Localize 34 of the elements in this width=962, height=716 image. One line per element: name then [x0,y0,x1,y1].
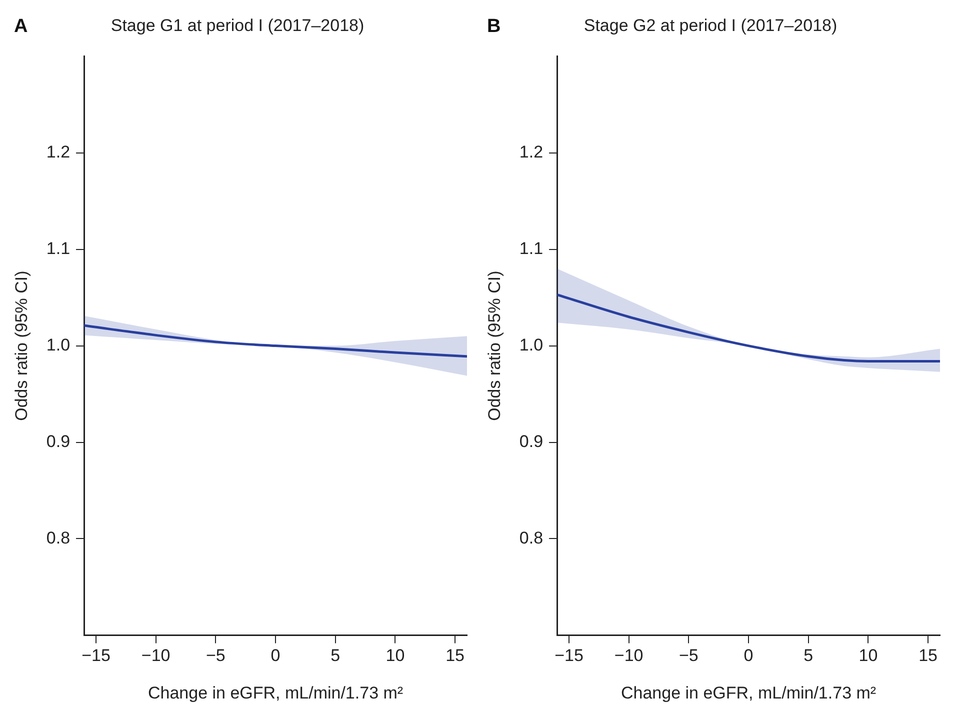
x-tick-label: 5 [330,646,340,666]
x-axis-title: Change in eGFR, mL/min/1.73 m² [620,683,876,702]
line-series [557,293,940,362]
y-tick-label: 0.8 [519,528,544,548]
x-tick-label: −15 [554,646,584,666]
x-tick-label: −15 [82,646,110,666]
y-tick-label: 1.2 [46,142,70,162]
x-tick-label: 15 [446,646,464,666]
y-tick-label: 0.8 [46,528,70,548]
chart-title: Stage G1 at period I (2017–2018) [110,16,364,35]
line-series [84,324,467,358]
text: B [487,16,501,38]
text: A [14,16,28,38]
y-tick-label: 0.9 [46,432,70,451]
x-tick-label: −10 [614,646,644,666]
y-axis-title: Odds ratio (95% CI) [12,270,31,421]
x-tick-label: 10 [386,646,405,666]
y-tick-label: 1.2 [519,142,544,162]
chart-title: Stage G2 at period I (2017–2018) [584,16,838,35]
y-tick-label: 1.0 [46,335,70,354]
y-tick-label: 1.1 [46,239,70,258]
x-tick-label: −10 [141,646,170,666]
y-tick-label: 1.1 [519,239,544,258]
x-tick-label: 15 [918,646,938,666]
y-tick-label: 0.9 [519,432,544,451]
y-axis-title: Odds ratio (95% CI) [484,270,504,421]
y-tick-label: 1.0 [519,335,544,354]
x-tick-label: 0 [744,646,754,666]
x-axis-title: Change in eGFR, mL/min/1.73 m² [148,683,404,702]
x-tick-label: 5 [804,646,814,666]
x-tick-label: −5 [206,646,226,666]
x-tick-label: 10 [858,646,878,666]
x-tick-label: −5 [678,646,698,666]
x-tick-label: 0 [270,646,280,666]
